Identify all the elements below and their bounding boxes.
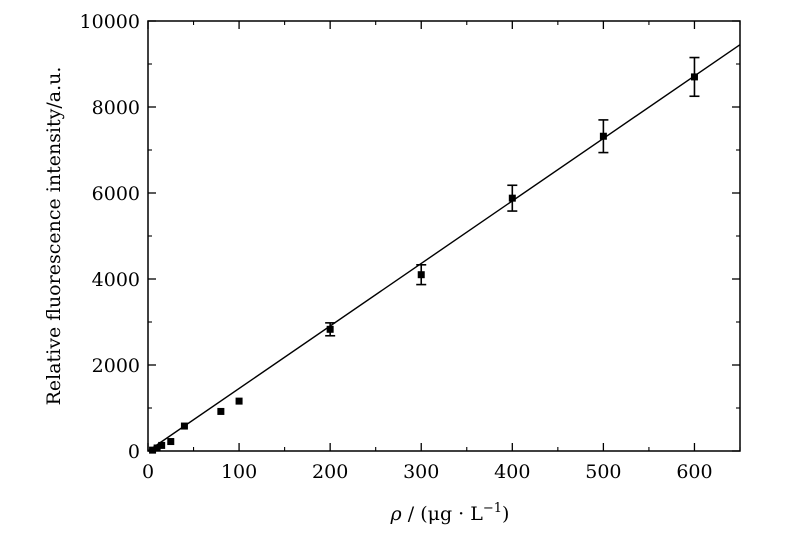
data-points (149, 73, 698, 454)
x-tick-labels: 0 100 200 300 400 500 600 (142, 461, 713, 483)
y-tick-labels: 0 2000 4000 6000 8000 10000 (80, 11, 140, 463)
x-axis-label-close: ) (502, 503, 509, 525)
y-tick-label: 2000 (92, 355, 140, 377)
data-point (217, 407, 225, 415)
data-point (690, 73, 698, 81)
y-tick-label: 0 (128, 441, 140, 463)
x-tick-label: 300 (403, 461, 439, 483)
data-point (180, 422, 188, 430)
data-point (158, 441, 166, 449)
linear-fit-line (147, 44, 741, 452)
x-tick-label: 100 (221, 461, 257, 483)
data-point (167, 438, 175, 446)
data-point (417, 271, 425, 279)
x-axis-label-exponent: −1 (483, 501, 502, 516)
plot-frame (147, 20, 741, 452)
x-axis-label: ρ / (μg · L−1) (390, 501, 510, 525)
data-point (235, 397, 243, 405)
data-point (508, 194, 516, 202)
x-tick-label: 500 (585, 461, 621, 483)
data-point (149, 446, 157, 454)
y-tick-label: 4000 (92, 269, 140, 291)
x-tick-label: 0 (142, 461, 154, 483)
y-tick-label: 10000 (80, 11, 140, 33)
fit-line-layer (147, 44, 741, 452)
data-point (599, 132, 607, 140)
data-point (153, 444, 161, 452)
x-tick-label: 600 (676, 461, 712, 483)
y-tick-label: 6000 (92, 183, 140, 205)
x-tick-label: 200 (312, 461, 348, 483)
y-axis-label: Relative fluorescence intensity/a.u. (43, 67, 65, 406)
axis-ticks (147, 20, 741, 452)
x-axis-label-symbol: ρ (390, 503, 403, 525)
x-tick-label: 400 (494, 461, 530, 483)
x-axis-label-unit: / (μg · L (402, 503, 484, 525)
data-point (326, 325, 334, 333)
y-tick-label: 8000 (92, 97, 140, 119)
